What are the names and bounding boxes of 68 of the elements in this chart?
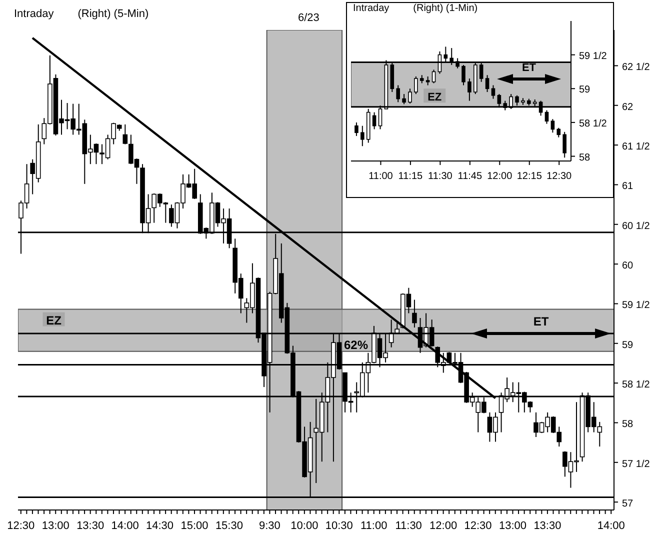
x-tick-label: 13:00 (498, 520, 527, 532)
y-tick-label: 59 (622, 340, 634, 351)
candlestick (485, 74, 490, 93)
x-tick-label: 14:30 (146, 520, 174, 532)
x-tick-label: 12:30 (464, 520, 492, 532)
candlestick (550, 118, 555, 134)
x-tick-label: 13:30 (76, 520, 104, 532)
y-tick-label: 58 (622, 419, 634, 430)
x-tick-label: 11:45 (458, 171, 482, 182)
candlestick (468, 78, 472, 102)
y-tick-label: 57 1/2 (622, 458, 650, 470)
y-tick-label: 62 (622, 102, 634, 113)
x-tick-label: 12:00 (430, 520, 458, 532)
x-tick-label: 15:30 (215, 520, 243, 532)
y-tick-label: 61 (622, 181, 634, 192)
band-label: EZ (46, 313, 62, 328)
chart-subtitle: (Right) (5-Min) (78, 8, 149, 20)
x-tick-label: 10:30 (325, 520, 353, 532)
y-tick-label: 59 1/2 (579, 50, 608, 62)
candlestick (354, 122, 358, 136)
candlestick (360, 125, 364, 147)
x-tick-label: 15:00 (180, 520, 208, 532)
band-label: EZ (428, 92, 442, 104)
x-tick-label: 11:00 (368, 171, 394, 182)
x-tick-label: 13:30 (534, 520, 562, 532)
annotation: ET (533, 314, 550, 328)
annotation: ET (522, 62, 536, 74)
text: 6/23 (298, 12, 320, 24)
x-tick-label: 13:00 (42, 520, 70, 532)
x-tick-label: 12:30 (546, 171, 572, 182)
x-tick-label: 11:15 (398, 171, 424, 182)
candlestick (491, 84, 496, 100)
y-tick-label: 60 1/2 (622, 220, 650, 232)
chart-subtitle: (Right) (1-Min) (413, 3, 478, 14)
y-tick-label: 59 1/2 (622, 300, 650, 312)
candlestick (544, 110, 549, 124)
y-tick-label: 57 (622, 498, 634, 510)
y-tick-label: 59 (579, 84, 591, 96)
y-tick-label: 61 1/2 (622, 142, 650, 153)
x-tick-label: 10:00 (290, 520, 318, 532)
annotation: 62% (344, 338, 368, 352)
x-tick-label: 14:00 (597, 520, 625, 532)
y-tick-label: 62 1/2 (622, 62, 650, 74)
candlestick (562, 131, 566, 158)
candlestick (408, 88, 412, 104)
x-tick-label: 9:30 (259, 520, 280, 532)
candlestick (462, 64, 466, 86)
x-tick-label: 11:30 (395, 520, 422, 532)
candlestick (372, 112, 376, 130)
y-tick-label: 58 1/2 (579, 118, 608, 130)
x-tick-label: 11:30 (428, 171, 453, 182)
candlestick (122, 124, 128, 145)
x-tick-label: 12:15 (516, 171, 542, 182)
chart-title: Intraday (14, 8, 54, 20)
x-tick-label: 14:00 (111, 520, 139, 532)
chart-title: Intraday (353, 3, 390, 14)
x-tick-label: 12:00 (487, 171, 513, 182)
candlestick (402, 94, 406, 105)
y-tick-label: 58 (579, 152, 591, 164)
y-tick-label: 58 1/2 (622, 380, 650, 391)
y-tick-label: 60 (622, 260, 634, 272)
x-tick-label: 12:30 (7, 520, 35, 532)
candlestick (414, 76, 418, 95)
candlestick (412, 299, 417, 328)
x-tick-label: 11:00 (360, 520, 388, 532)
candlestick (556, 127, 561, 138)
candlestick (432, 69, 436, 84)
candlestick (396, 84, 400, 103)
